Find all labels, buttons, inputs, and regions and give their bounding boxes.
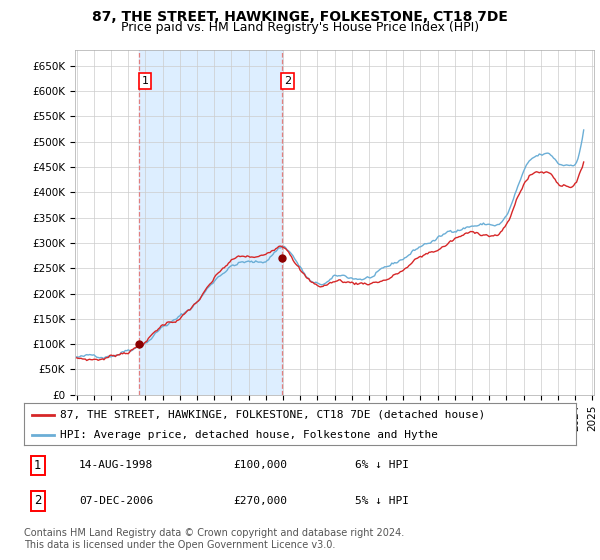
Bar — [139, 50, 281, 395]
Text: 2: 2 — [34, 494, 41, 507]
Text: 1: 1 — [34, 459, 41, 472]
Text: £270,000: £270,000 — [234, 496, 288, 506]
Text: 6% ↓ HPI: 6% ↓ HPI — [355, 460, 409, 470]
Text: 87, THE STREET, HAWKINGE, FOLKESTONE, CT18 7DE: 87, THE STREET, HAWKINGE, FOLKESTONE, CT… — [92, 10, 508, 24]
Text: 1: 1 — [142, 76, 149, 86]
Text: 2: 2 — [284, 76, 291, 86]
Text: 87, THE STREET, HAWKINGE, FOLKESTONE, CT18 7DE (detached house): 87, THE STREET, HAWKINGE, FOLKESTONE, CT… — [60, 410, 485, 420]
Text: Price paid vs. HM Land Registry's House Price Index (HPI): Price paid vs. HM Land Registry's House … — [121, 21, 479, 34]
Text: £100,000: £100,000 — [234, 460, 288, 470]
Text: 07-DEC-2006: 07-DEC-2006 — [79, 496, 154, 506]
Text: Contains HM Land Registry data © Crown copyright and database right 2024.
This d: Contains HM Land Registry data © Crown c… — [24, 528, 404, 550]
Text: 14-AUG-1998: 14-AUG-1998 — [79, 460, 154, 470]
Text: HPI: Average price, detached house, Folkestone and Hythe: HPI: Average price, detached house, Folk… — [60, 430, 438, 440]
Text: 5% ↓ HPI: 5% ↓ HPI — [355, 496, 409, 506]
